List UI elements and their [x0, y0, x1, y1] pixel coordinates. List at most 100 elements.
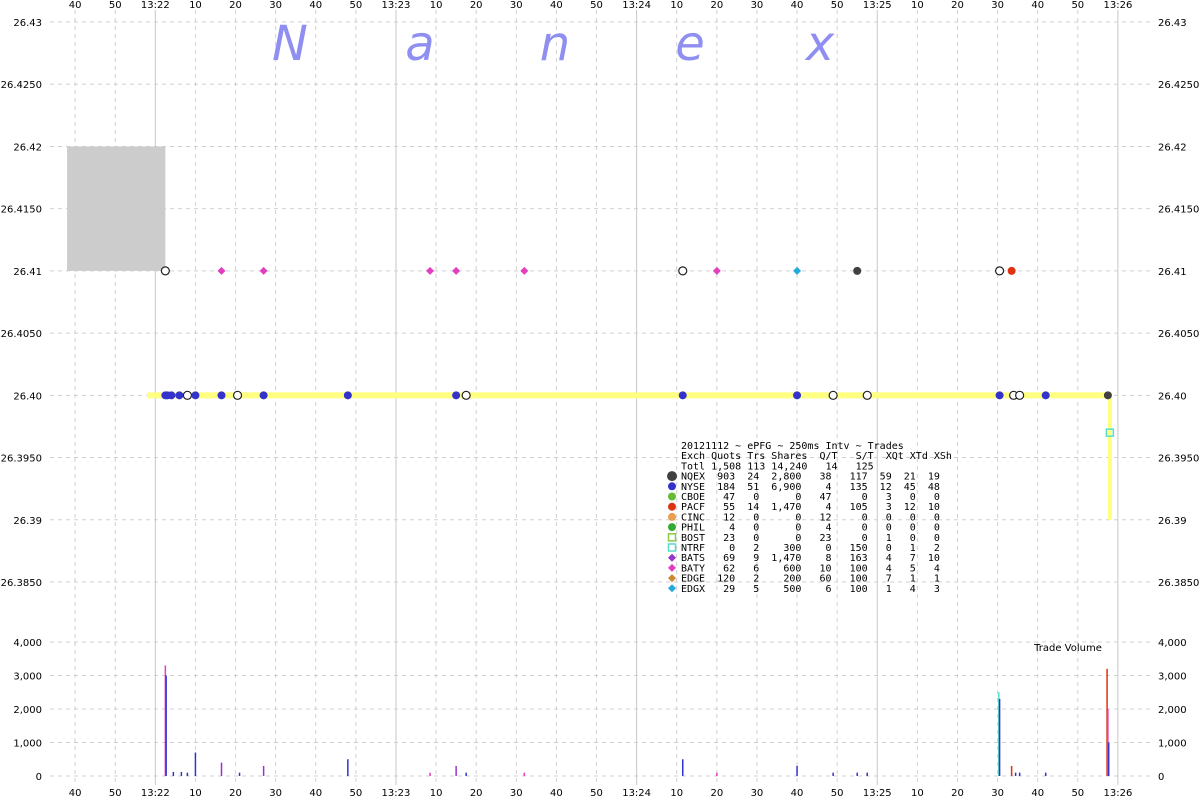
legend-row: BATY 62 6 600 10 100 4 5 4 [681, 563, 940, 574]
volume-tick-label-right: 1,000 [1158, 739, 1187, 750]
volume-tick-label-right: 4,000 [1158, 638, 1187, 649]
trade-point-nqex [678, 266, 688, 276]
x-tick-label-top: 10 [189, 0, 202, 11]
x-tick-label-top: 30 [991, 0, 1004, 11]
volume-tick-label-right: 3,000 [1158, 672, 1187, 683]
volume-tick-label-right: 0 [1158, 772, 1164, 783]
volume-tick-label-left: 4,000 [13, 638, 42, 649]
trade-point-nyse [452, 391, 461, 400]
price-tick-label-left: 26.4150 [1, 205, 42, 216]
x-tick-label-bottom: 10 [670, 788, 683, 799]
trade-point-nqex [853, 266, 862, 275]
legend-marker [668, 584, 676, 593]
trade-point-nyse [1015, 390, 1025, 400]
gray-block-rect [67, 146, 166, 271]
trade-point-nyse [793, 391, 802, 400]
legend-row: CINC 12 0 0 12 0 0 0 0 [681, 512, 940, 523]
price-tick-label-right: 26.3950 [1158, 454, 1199, 465]
watermark-letter: e [675, 16, 705, 72]
x-tick-label-bottom: 10 [189, 788, 202, 799]
x-tick-label-top: 13:25 [863, 0, 892, 11]
legend-marker [668, 492, 676, 501]
price-tick-label-right: 26.4050 [1158, 329, 1199, 340]
volume-tick-label-left: 2,000 [13, 705, 42, 716]
trade-points [160, 266, 1115, 437]
x-tick-label-bottom: 20 [710, 788, 723, 799]
legend-row: NYSE 184 51 6,900 4 135 12 45 48 [681, 482, 940, 493]
x-tick-label-top: 20 [229, 0, 242, 11]
x-tick-label-bottom: 50 [109, 788, 122, 799]
x-tick-label-bottom: 30 [751, 788, 764, 799]
nbbo-band [147, 392, 1112, 520]
legend-marker [668, 563, 676, 572]
volume-label: Trade Volume [1033, 643, 1102, 654]
x-tick-label-top: 10 [430, 0, 443, 11]
trade-point-nyse [259, 391, 268, 400]
volume-bars: Trade Volume [164, 643, 1110, 776]
x-tick-label-bottom: 50 [349, 788, 362, 799]
x-tick-label-top: 50 [349, 0, 362, 11]
x-tick-label-top: 20 [951, 0, 964, 11]
legend-row: NTRF 0 2 300 0 150 0 1 2 [681, 543, 940, 554]
legend-marker [667, 471, 677, 482]
price-tick-label-left: 26.40 [13, 391, 42, 402]
legend-row: BOST 23 0 0 23 0 1 0 0 [681, 533, 940, 544]
x-tick-label-top: 50 [1071, 0, 1084, 11]
price-tick-label-left: 26.42 [13, 142, 42, 153]
x-tick-label-top: 30 [510, 0, 523, 11]
trade-point-baty [712, 266, 721, 275]
trade-point-nyse [343, 391, 352, 400]
x-tick-label-top: 13:23 [382, 0, 411, 11]
x-tick-label-bottom: 40 [309, 788, 322, 799]
x-tick-label-top: 10 [670, 0, 683, 11]
watermark-letter: x [804, 16, 835, 72]
x-tick-label-top: 40 [309, 0, 322, 11]
price-tick-label-left: 26.3850 [1, 578, 42, 589]
trade-point-nyse [175, 391, 184, 400]
legend-marker [668, 482, 676, 491]
trade-point-baty [259, 266, 268, 275]
x-tick-label-top: 20 [710, 0, 723, 11]
x-tick-label-bottom: 40 [791, 788, 804, 799]
x-tick-label-top: 13:24 [622, 0, 651, 11]
trade-point-nyse [678, 391, 687, 400]
trade-point-baty [426, 266, 435, 275]
price-tick-label-left: 26.43 [13, 18, 42, 29]
x-tick-label-top: 40 [550, 0, 563, 11]
trade-point-nqex [1103, 391, 1112, 400]
watermark-letter: N [272, 16, 308, 72]
legend-total: Totl 1,508 113 14,240 14 125 [681, 461, 874, 472]
watermark-letter: a [405, 16, 434, 72]
x-tick-label-top: 50 [590, 0, 603, 11]
trade-point-nyse [995, 391, 1004, 400]
trade-point-edgx [793, 266, 802, 275]
x-tick-label-bottom: 10 [430, 788, 443, 799]
legend-row: NQEX 903 24 2,800 38 117 59 21 19 [681, 472, 940, 483]
trade-point-pacf [1007, 266, 1016, 275]
trade-point-nqex [994, 266, 1005, 276]
x-tick-label-bottom: 30 [991, 788, 1004, 799]
trade-point-nqex [160, 266, 170, 276]
x-tick-label-bottom: 13:24 [622, 788, 651, 799]
x-tick-label-top: 13:26 [1103, 0, 1132, 11]
x-tick-label-top: 40 [791, 0, 804, 11]
x-tick-label-bottom: 13:22 [141, 788, 170, 799]
x-tick-label-top: 30 [751, 0, 764, 11]
x-tick-label-bottom: 13:25 [863, 788, 892, 799]
price-tick-label-right: 26.4150 [1158, 205, 1199, 216]
x-tick-label-bottom: 30 [269, 788, 282, 799]
x-tick-label-bottom: 50 [831, 788, 844, 799]
x-tick-label-bottom: 13:26 [1103, 788, 1132, 799]
x-tick-label-bottom: 50 [590, 788, 603, 799]
nbbo-line [147, 392, 1112, 399]
x-tick-label-bottom: 40 [69, 788, 82, 799]
legend-marker [668, 574, 676, 583]
legend-marker [668, 523, 676, 532]
trade-point-nyse [167, 391, 176, 400]
trade-point-nyse [217, 391, 226, 400]
watermark-letter: n [540, 16, 570, 72]
gray-block [67, 146, 166, 271]
price-tick-label-right: 26.40 [1158, 391, 1187, 402]
